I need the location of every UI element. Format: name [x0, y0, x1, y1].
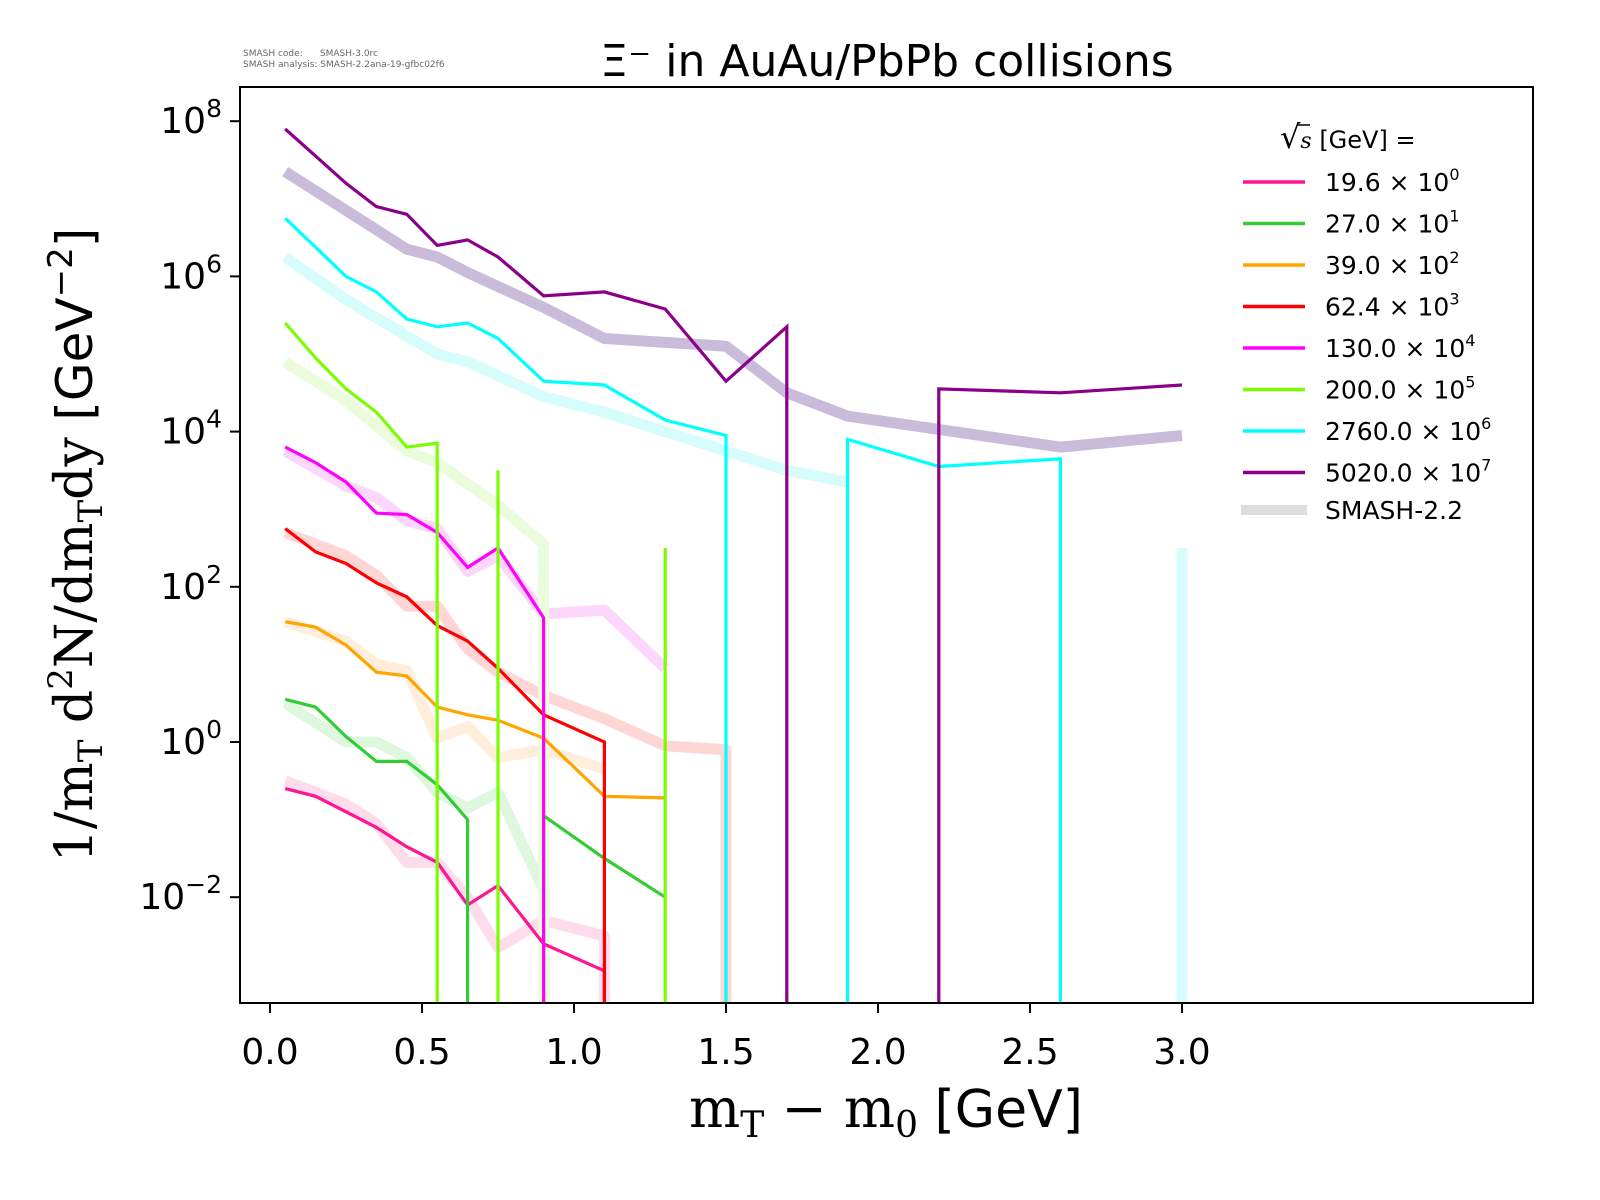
y-tick-label: 106 — [160, 249, 222, 297]
x-tick-label: 1.0 — [545, 1032, 602, 1073]
xlabel-sub2: 0 — [895, 1105, 918, 1146]
smash-band-5020-0 — [282, 166, 1183, 453]
series-line-5020-0-segment2 — [937, 383, 1183, 1003]
ylabel-a: 1/m — [45, 762, 105, 862]
legend-entry-62-4: 62.4 × 103 — [1243, 290, 1460, 322]
y-axis: 108 106 104 102 100 10−2 — [139, 94, 240, 918]
legend-entry-27-0: 27.0 × 101 — [1243, 207, 1460, 239]
plot-frame — [239, 86, 1534, 1004]
ylabel-sub2: T — [71, 500, 111, 523]
legend-label: 62.4 × 103 — [1325, 290, 1460, 322]
series-line-62-4 — [284, 527, 607, 1003]
smash-band-62-4 — [283, 527, 732, 1003]
series-line-19-6 — [284, 787, 607, 1003]
smash-analysis-version: SMASH analysis: SMASH-2.2ana-19-gfbc02f6 — [243, 60, 445, 70]
legend-label: 27.0 × 101 — [1325, 207, 1460, 239]
x-tick-label: 0.5 — [393, 1032, 450, 1073]
ylabel-c: N/dm — [45, 523, 105, 669]
series-line-27-0 — [284, 697, 470, 1003]
smash-code-version: SMASH code: SMASH-3.0rc — [243, 49, 379, 59]
y-tick-label: 10−2 — [139, 870, 222, 918]
legend-label-smash: SMASH-2.2 — [1325, 496, 1463, 525]
xlabel-m2: m — [844, 1077, 895, 1140]
series-line-2760-0 — [284, 217, 728, 1003]
ylabel-sub1: T — [71, 739, 111, 762]
xlabel-unit: [GeV] — [918, 1080, 1083, 1140]
ylabel-d: dy — [45, 421, 105, 500]
legend-label: 19.6 × 100 — [1325, 165, 1460, 197]
legend-swatch-smash — [1241, 505, 1307, 515]
smash-bands — [282, 166, 1188, 1003]
legend-entry-19-6: 19.6 × 100 — [1243, 165, 1460, 197]
y-tick-label: 108 — [160, 94, 222, 142]
legend-title-rest: [GeV] = — [1312, 126, 1416, 154]
x-axis: 0.0 0.5 1.0 1.5 2.0 2.5 3.0 — [241, 1003, 1211, 1073]
x-tick-label: 0.0 — [241, 1032, 298, 1073]
x-tick-label: 2.0 — [849, 1032, 906, 1073]
legend-sqrt: √ — [1280, 118, 1301, 156]
x-tick-label: 3.0 — [1153, 1032, 1210, 1073]
legend-label: 130.0 × 104 — [1325, 331, 1475, 363]
legend-label: 5020.0 × 107 — [1325, 456, 1491, 488]
legend-title: √s [GeV] = — [1280, 118, 1416, 156]
legend-label: 2760.0 × 106 — [1325, 414, 1491, 446]
legend-entry-2760-0: 2760.0 × 106 — [1243, 414, 1491, 446]
series-line-130-0 — [284, 445, 546, 1003]
legend-entry-39-0: 39.0 × 102 — [1243, 248, 1460, 280]
legend-entry-130-0: 130.0 × 104 — [1243, 331, 1475, 363]
series-line-2760-0-segment2 — [845, 437, 1063, 1003]
x-tick-label: 2.5 — [1001, 1032, 1058, 1073]
data-lines — [283, 127, 1183, 1003]
x-axis-label: mT − m0 [GeV] — [689, 1077, 1083, 1146]
legend-label: 39.0 × 102 — [1325, 248, 1460, 280]
smash-band-2760-0 — [282, 252, 849, 488]
legend-label: 200.0 × 105 — [1325, 373, 1475, 405]
y-tick-label: 100 — [160, 715, 222, 763]
xlabel-m1: m — [689, 1077, 740, 1140]
smash-band-27-0 — [282, 698, 550, 1003]
legend-s: s — [1300, 129, 1311, 154]
y-tick-label: 102 — [160, 560, 222, 608]
smash-band-19-6 — [283, 775, 610, 1003]
series-line-200-0 — [283, 321, 439, 1003]
ylabel-unit: [GeV — [46, 297, 104, 420]
ylabel-sup2: −2 — [41, 247, 81, 297]
x-tick-label: 1.5 — [697, 1032, 754, 1073]
ylabel-b: d — [45, 690, 105, 740]
legend-entry-smash: SMASH-2.2 — [1241, 496, 1463, 525]
xlabel-op: − — [764, 1077, 844, 1140]
legend-entry-5020-0: 5020.0 × 107 — [1243, 456, 1491, 488]
y-tick-label: 104 — [160, 405, 222, 453]
legend: √s [GeV] = 19.6 × 100 27.0 × 101 39.0 × 10… — [1241, 118, 1491, 525]
ylabel-sup1: 2 — [41, 668, 81, 690]
series-line-5020-0 — [284, 127, 789, 1003]
y-axis-label: 1/mT d2N/dmTdy [GeV−2] — [41, 228, 111, 862]
ylabel-close: ] — [46, 228, 104, 248]
legend-entry-200-0: 200.0 × 105 — [1243, 373, 1475, 405]
chart-title: Ξ⁻ in AuAu/PbPb collisions — [600, 36, 1173, 87]
xlabel-sub1: T — [740, 1105, 764, 1146]
